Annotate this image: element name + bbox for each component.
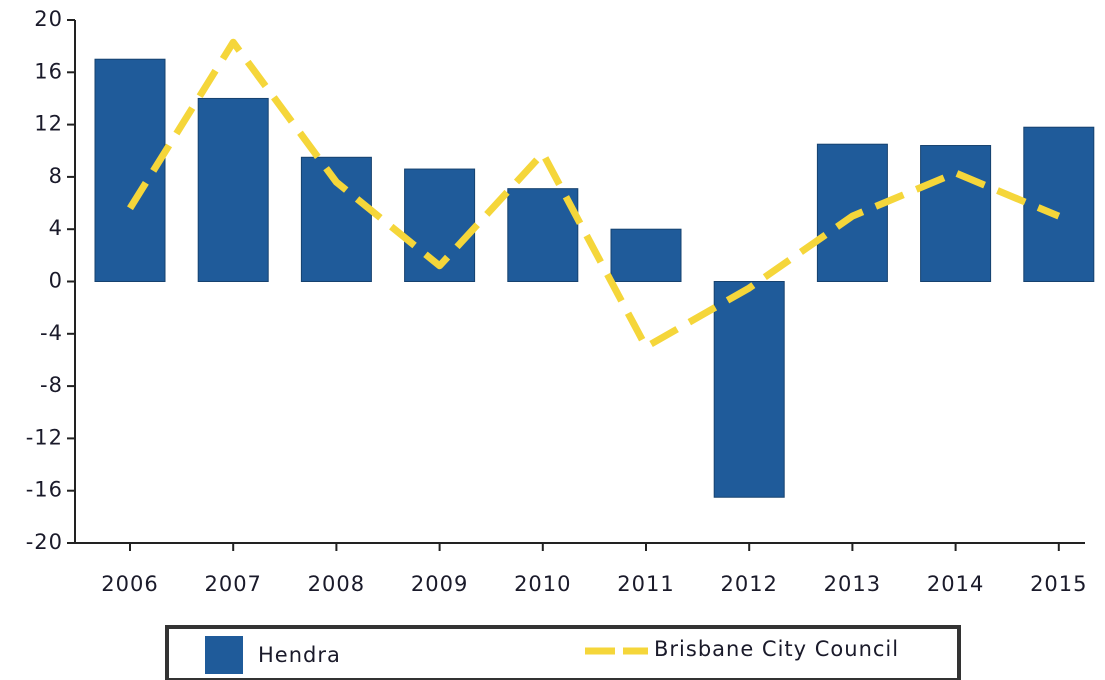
x-tick-label: 2012 bbox=[720, 572, 777, 596]
y-tick-label: -12 bbox=[26, 425, 63, 449]
legend-swatch bbox=[205, 636, 243, 674]
y-tick-label: 20 bbox=[34, 7, 63, 31]
legend-label: Brisbane City Council bbox=[654, 637, 899, 661]
x-tick-label: 2009 bbox=[411, 572, 468, 596]
x-tick-label: 2011 bbox=[617, 572, 674, 596]
y-tick-label: 12 bbox=[34, 112, 63, 136]
legend-label: Hendra bbox=[258, 643, 341, 667]
legend-box bbox=[165, 625, 961, 680]
line bbox=[127, 38, 1061, 351]
y-tick-label: 4 bbox=[49, 216, 63, 240]
x-tick-label: 2006 bbox=[101, 572, 158, 596]
y-tick-label: -4 bbox=[40, 321, 63, 345]
x-tick-label: 2010 bbox=[514, 572, 571, 596]
x-tick-label: 2007 bbox=[204, 572, 261, 596]
x-tick-label: 2015 bbox=[1030, 572, 1087, 596]
y-tick-label: -8 bbox=[40, 373, 63, 397]
bar bbox=[300, 156, 372, 283]
y-tick-label: -16 bbox=[26, 478, 63, 502]
bar bbox=[197, 97, 269, 282]
x-tick-label: 2008 bbox=[308, 572, 365, 596]
bar bbox=[610, 228, 682, 282]
bar bbox=[713, 281, 785, 498]
bar bbox=[1023, 126, 1095, 282]
bar bbox=[920, 145, 992, 282]
x-tick-label: 2013 bbox=[824, 572, 881, 596]
y-tick-label: 0 bbox=[49, 269, 63, 293]
y-tick-label: -20 bbox=[26, 530, 63, 554]
y-tick-label: 16 bbox=[34, 59, 63, 83]
y-tick-label: 8 bbox=[49, 164, 63, 188]
x-tick-label: 2014 bbox=[927, 572, 984, 596]
